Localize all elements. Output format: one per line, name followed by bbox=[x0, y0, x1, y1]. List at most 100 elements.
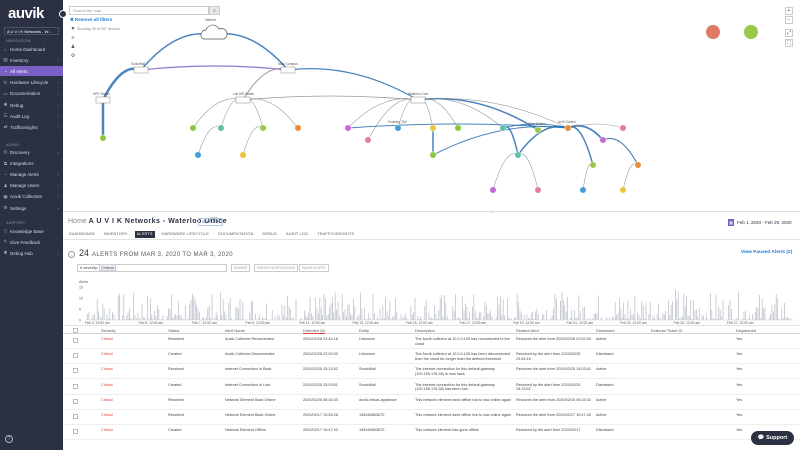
column-header-detected-on[interactable]: Detected On bbox=[303, 328, 326, 334]
zoom-out-icon[interactable]: − bbox=[785, 16, 793, 24]
tab-hardware-lifecycle[interactable]: HARDWARE LIFECYCLE bbox=[161, 232, 209, 236]
sidebar-item-inventory[interactable]: ▤ Inventory › bbox=[0, 55, 63, 65]
remove-filters-link[interactable]: ✖ Remove all filters bbox=[70, 17, 113, 22]
sidebar-item-label: Home Dashboard bbox=[10, 46, 46, 52]
help-icon[interactable]: ? bbox=[5, 435, 13, 443]
sidebar-item-debug-hub[interactable]: ✱ Debug Hub › bbox=[0, 248, 63, 258]
fit-screen-icon[interactable]: ⤢ bbox=[785, 29, 793, 37]
table-row[interactable]: Critical Created Network Element Offline 20… bbox=[63, 425, 800, 441]
column-header-status[interactable]: Status bbox=[168, 328, 180, 333]
gear-icon[interactable]: ⚙ bbox=[70, 53, 76, 59]
table-row[interactable]: Critical Resolved Network Element Back Onl… bbox=[63, 395, 800, 410]
row-checkbox[interactable] bbox=[73, 429, 78, 435]
tenant-selector[interactable]: A U V I K Networks - W... bbox=[4, 27, 59, 35]
tab-alerts[interactable]: ALERTS bbox=[134, 231, 155, 238]
filter-icon[interactable]: ▼ bbox=[70, 26, 76, 32]
table-row[interactable]: Critical Resolved Auvik Collector Reconnec… bbox=[63, 334, 800, 349]
tab-trafficinsights[interactable]: TRAFFICINSIGHTS bbox=[317, 232, 355, 236]
sidebar-item-documentation[interactable]: ▭ Documentation › bbox=[0, 89, 63, 99]
support-button-label[interactable]: Support bbox=[766, 435, 788, 441]
sidebar-item-home-dashboard[interactable]: ⌂ Home Dashboard bbox=[0, 44, 63, 54]
sidebar-item-debug[interactable]: ✱ Debug › bbox=[0, 100, 63, 110]
column-header-external-ticket-id[interactable]: External Ticket ID bbox=[651, 328, 683, 333]
tab-audit-log[interactable]: AUDIT LOG bbox=[286, 232, 309, 236]
cell-dismissed: Active bbox=[596, 337, 607, 341]
sidebar-item-auvik-collectors[interactable]: ▣ Auvik Collectors › bbox=[0, 192, 63, 202]
histogram-bar bbox=[458, 317, 459, 320]
sidebar-item-manage-users[interactable]: ♟ Manage Users › bbox=[0, 181, 63, 191]
network-map[interactable]: SonicWall Main Campus Lab MS Switch Waterlo… bbox=[63, 0, 800, 215]
row-checkbox[interactable] bbox=[73, 398, 78, 404]
row-checkbox[interactable] bbox=[73, 353, 78, 359]
sidebar-item-trafficinsights[interactable]: ⇄ TrafficInsights › bbox=[0, 122, 63, 132]
sidebar-item-give-feedback[interactable]: ✎ Give Feedback bbox=[0, 237, 63, 247]
table-row[interactable]: Critical Resolved Internet Connection is B… bbox=[63, 364, 800, 380]
severity-filter-input[interactable]: # severity: Critical bbox=[77, 264, 227, 272]
collapse-sidebar-button[interactable] bbox=[59, 10, 67, 18]
search-icon[interactable]: ⌕ bbox=[209, 6, 220, 15]
cell-description: The internet connection for this default… bbox=[415, 382, 495, 392]
histogram-bar bbox=[561, 292, 563, 320]
chevron-right-icon: › bbox=[57, 205, 59, 211]
sidebar-item-hardware-lifecycle[interactable]: ↻ Hardware Lifecycle › bbox=[0, 78, 63, 88]
sidebar-item-all-alerts[interactable]: ◔ All Alerts bbox=[0, 66, 63, 77]
histogram-bar bbox=[775, 293, 777, 320]
column-header-dispatched[interactable]: Dispatched bbox=[736, 328, 757, 333]
row-checkbox[interactable] bbox=[73, 368, 78, 374]
tab-dashboard[interactable]: DASHBOARD bbox=[69, 232, 95, 236]
table-row[interactable]: Critical Resolved Network Element Back Onl… bbox=[63, 410, 800, 425]
tab-documentation[interactable]: DOCUMENTATION bbox=[217, 232, 254, 236]
column-header-alert-name[interactable]: Alert Name bbox=[225, 328, 246, 333]
histogram-bar bbox=[305, 315, 307, 320]
pane-resize-handle[interactable]: •• bbox=[491, 210, 494, 215]
map-link bbox=[502, 125, 519, 156]
person-icon[interactable]: ♟ bbox=[70, 44, 76, 50]
map-search-input[interactable]: Search the map bbox=[69, 6, 209, 15]
create-notifications-button[interactable]: CREATE NOTIFICATIONS bbox=[254, 264, 298, 272]
column-header-entity[interactable]: Entity bbox=[359, 328, 370, 333]
column-header-severity[interactable]: Severity bbox=[101, 328, 116, 333]
row-checkbox[interactable] bbox=[73, 414, 78, 419]
histogram-bar bbox=[353, 298, 354, 320]
column-header-description[interactable]: Description bbox=[415, 328, 436, 333]
sidebar-item-integrations[interactable]: ⧉ Integrations bbox=[0, 158, 63, 168]
row-checkbox[interactable] bbox=[73, 338, 78, 343]
sidebar-item-label: Knowledge Base bbox=[10, 228, 44, 234]
chevron-right-icon: › bbox=[57, 171, 59, 177]
row-checkbox[interactable] bbox=[73, 383, 78, 389]
date-range-text[interactable]: Feb 1, 2020 - Feb 29, 2020 bbox=[737, 220, 792, 225]
sidebar-item-audit-log[interactable]: ☰ Audit Log › bbox=[0, 111, 63, 121]
fullscreen-icon[interactable]: ⛶ bbox=[785, 39, 793, 47]
support-badge[interactable]: SUPPORT bbox=[198, 218, 223, 226]
pause-alerts-button[interactable]: PAUSE ALERTS bbox=[299, 264, 329, 272]
topology-graph[interactable]: SonicWall Main Campus Lab MS Switch Waterlo… bbox=[63, 0, 800, 212]
column-header-related-alert[interactable]: Related Alert bbox=[516, 328, 539, 333]
breadcrumb-home[interactable]: Home bbox=[68, 218, 87, 225]
sidebar-item-manage-alerts[interactable]: ◔ Manage Alerts › bbox=[0, 169, 63, 179]
sidebar-item-knowledge-base[interactable]: ▯ Knowledge Base bbox=[0, 226, 63, 236]
select-all-checkbox[interactable] bbox=[73, 327, 78, 333]
column-header-dismissed[interactable]: Dismissed bbox=[596, 328, 615, 333]
tab-inventory[interactable]: INVENTORY bbox=[103, 232, 128, 236]
tab-debug[interactable]: DEBUG bbox=[262, 232, 278, 236]
calendar-icon[interactable]: ▦ bbox=[728, 219, 734, 227]
table-row[interactable]: Critical Created Internet Connection is Lo… bbox=[63, 380, 800, 395]
date-range-picker[interactable]: ▦ Feb 1, 2020 - Feb 29, 2020 bbox=[728, 218, 792, 227]
traffic-icon: ⇄ bbox=[3, 124, 8, 130]
sidebar-item-discovery[interactable]: ◎ Discovery › bbox=[0, 147, 63, 157]
histogram-bar bbox=[367, 319, 368, 320]
sidebar-item-label: TrafficInsights bbox=[10, 124, 38, 130]
layers-icon[interactable]: ≡ bbox=[71, 35, 75, 41]
histogram-bar bbox=[473, 294, 475, 320]
support-chat-button[interactable]: 💬 Support bbox=[751, 431, 794, 445]
zoom-in-icon[interactable]: + bbox=[785, 7, 793, 15]
table-row[interactable]: Critical Created Auvik Collector Disconnec… bbox=[63, 349, 800, 365]
cell-severity: Critical bbox=[101, 413, 113, 417]
filter-tag[interactable]: Critical bbox=[99, 264, 116, 271]
histogram-bar bbox=[703, 316, 704, 320]
view-paused-alerts-link[interactable]: View Paused Alerts (2) bbox=[741, 250, 793, 255]
histogram-bar bbox=[312, 315, 314, 320]
sidebar-item-settings[interactable]: ⚙ Settings › bbox=[0, 203, 63, 213]
histogram-bar bbox=[722, 300, 724, 320]
dismiss-button[interactable]: DISMISS bbox=[231, 264, 251, 272]
